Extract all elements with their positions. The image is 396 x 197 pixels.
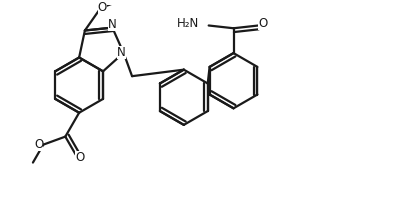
Text: N: N: [108, 19, 117, 32]
Text: O: O: [34, 138, 43, 151]
Text: O: O: [258, 17, 268, 30]
Text: O: O: [98, 1, 107, 14]
Text: O: O: [75, 151, 84, 164]
Text: N: N: [117, 46, 126, 59]
Text: H₂N: H₂N: [177, 17, 199, 30]
